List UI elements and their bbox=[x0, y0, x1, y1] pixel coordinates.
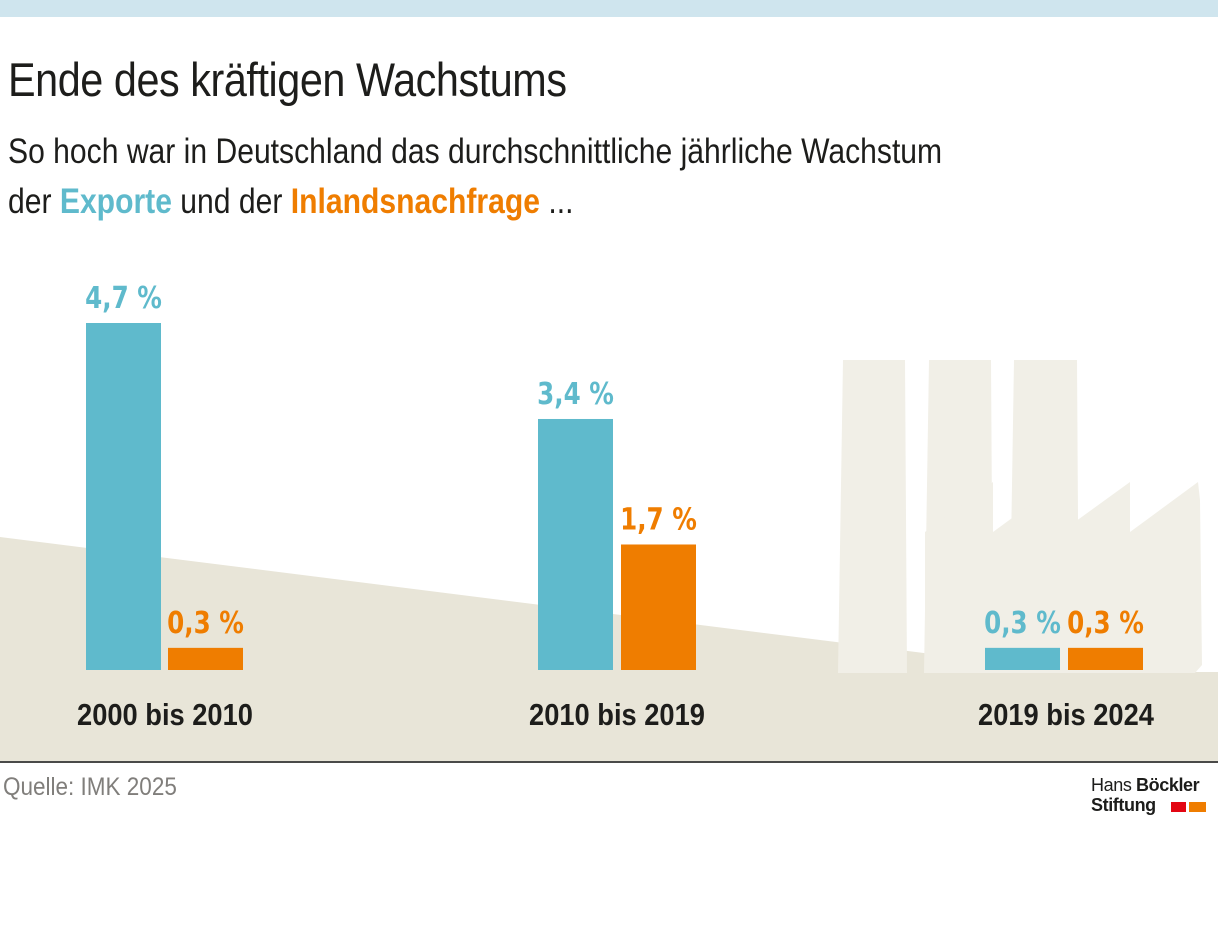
value-label-exports-3: 0,3 % bbox=[984, 607, 1061, 641]
value-label-domestic-demand-1: 0,3 % bbox=[167, 607, 244, 641]
subtitle-suffix: ... bbox=[539, 182, 574, 221]
subtitle-prefix: der bbox=[8, 182, 60, 221]
bar-exports-2 bbox=[538, 418, 613, 670]
chart-title: Ende des kräftigen Wachstums bbox=[8, 53, 567, 106]
value-label-exports-1: 4,7 % bbox=[85, 282, 162, 316]
hans-boeckler-logo: Hans Böckler Stiftung bbox=[1089, 775, 1214, 817]
bar-domestic-demand-2 bbox=[621, 544, 696, 670]
bar-domestic-demand-3 bbox=[1068, 647, 1143, 670]
bar-domestic-demand-1 bbox=[168, 647, 243, 670]
logo-orange-square bbox=[1189, 802, 1206, 812]
bar-exports-1 bbox=[86, 323, 161, 670]
labels: 4,7 % 0,3 % 2000 bis 2010 3,4 % 1,7 % 2010 bi… bbox=[77, 282, 1155, 733]
value-label-exports-2: 3,4 % bbox=[537, 378, 614, 412]
bars bbox=[86, 323, 1143, 670]
chart-subtitle: So hoch war in Deutschland das durchschn… bbox=[8, 127, 942, 227]
subtitle-line-1: So hoch war in Deutschland das durchschn… bbox=[8, 132, 943, 171]
logo-line-2: Stiftung bbox=[1091, 795, 1156, 815]
legend-domestic-demand: Inlandsnachfrage bbox=[290, 182, 540, 221]
background-ground bbox=[0, 672, 1218, 762]
category-label-1: 2000 bis 2010 bbox=[77, 698, 253, 732]
value-label-domestic-demand-3: 0,3 % bbox=[1067, 607, 1144, 641]
subtitle-middle: und der bbox=[171, 182, 291, 221]
factory-chimney-1 bbox=[838, 360, 907, 673]
logo-line-1: Hans Böckler bbox=[1091, 775, 1200, 795]
logo-red-square bbox=[1171, 802, 1186, 812]
source-note: Quelle: IMK 2025 bbox=[3, 773, 177, 801]
top-accent-bar bbox=[0, 0, 1218, 17]
bar-exports-3 bbox=[985, 647, 1060, 670]
bar-chart: 4,7 % 0,3 % 2000 bis 2010 3,4 % 1,7 % 2010 bi… bbox=[0, 282, 1218, 763]
legend-exports: Exporte bbox=[59, 182, 172, 221]
category-label-3: 2019 bis 2024 bbox=[978, 698, 1155, 732]
value-label-domestic-demand-2: 1,7 % bbox=[620, 503, 697, 537]
category-label-2: 2010 bis 2019 bbox=[529, 698, 705, 732]
factory-building bbox=[925, 482, 1202, 673]
